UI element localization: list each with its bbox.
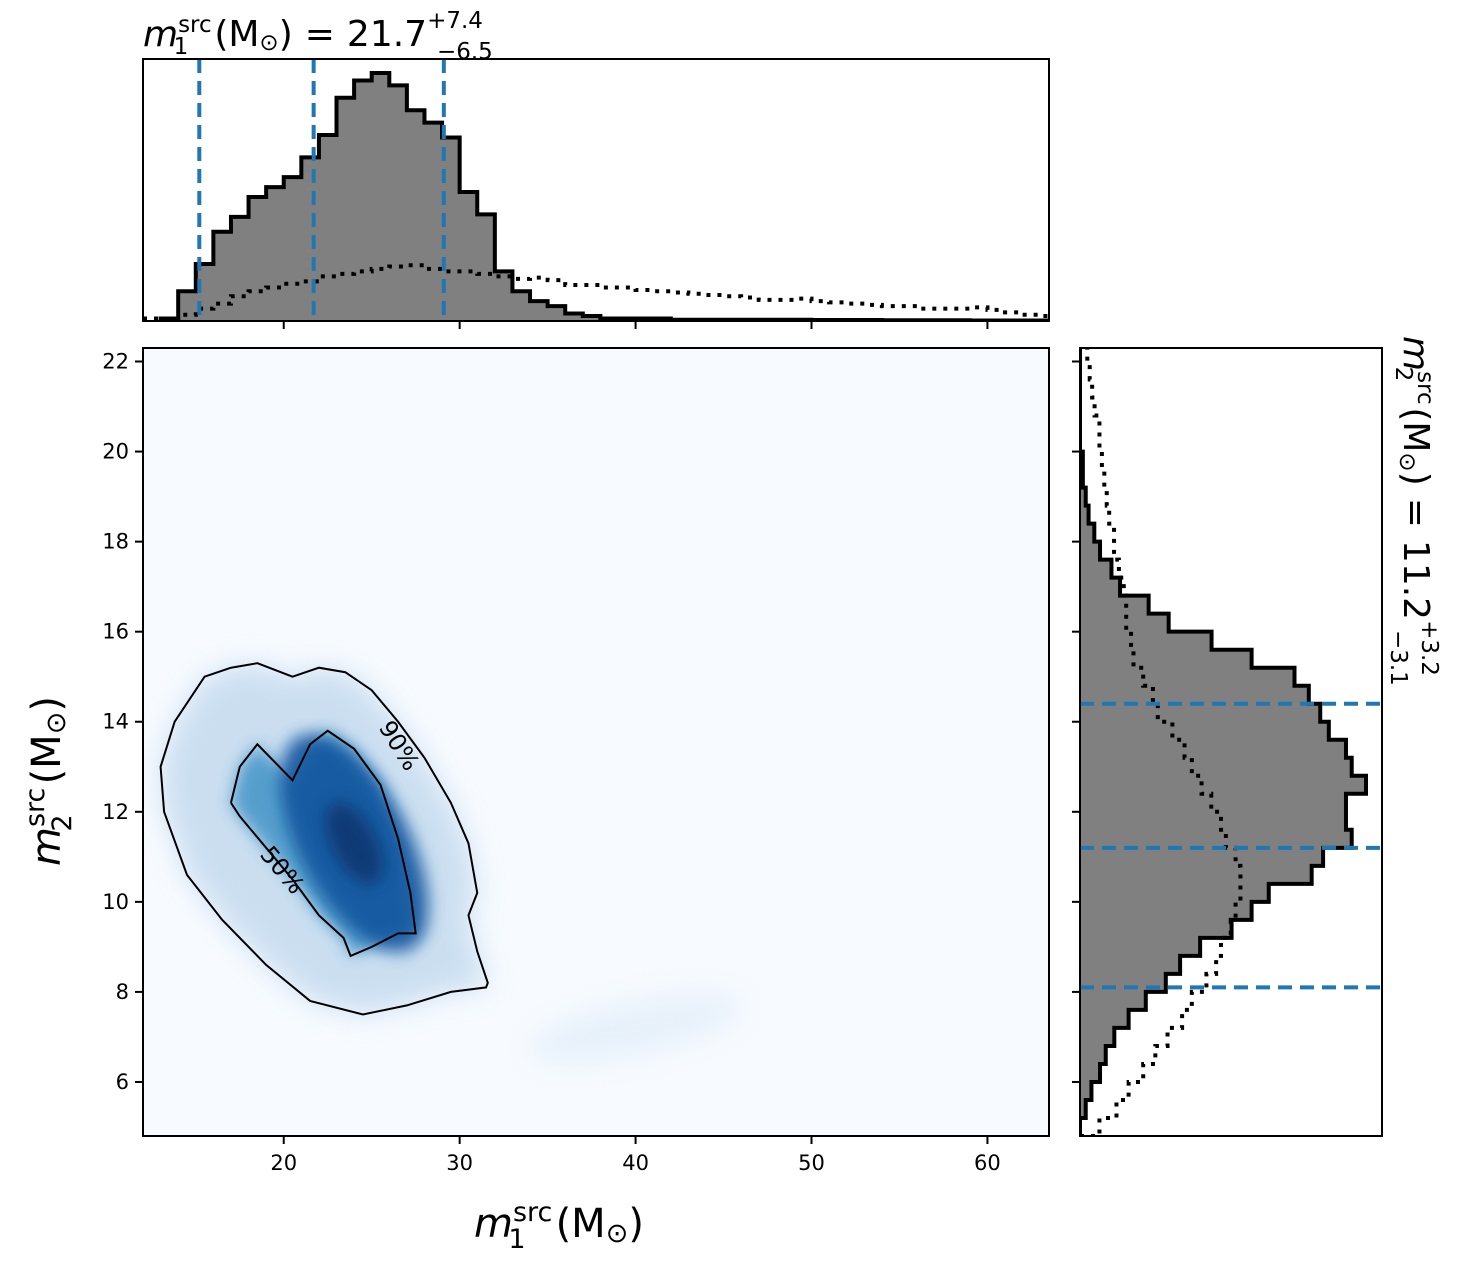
m2-title-subscript: 2: [1390, 367, 1416, 382]
joint-panel-frame: [142, 347, 1050, 1137]
y-tick-label: 6: [116, 1070, 129, 1094]
m1-title-equals: =: [305, 14, 335, 55]
m2-posterior-outline: [1080, 348, 1368, 1136]
m2-title-value: 11.2: [1395, 540, 1436, 620]
y-tick-label: 8: [116, 980, 129, 1004]
m2-title-unit: (M: [1395, 407, 1436, 452]
x-axis-label-subscript: 1: [508, 1224, 525, 1255]
x-tick-label: 20: [270, 1151, 297, 1175]
y-axis-label-superscript: src: [20, 788, 51, 827]
m2-title-unit-close: ): [1395, 472, 1436, 486]
m1-title-symbol: m: [143, 14, 178, 55]
m1-title-unit-close: ): [279, 14, 293, 55]
x-axis-label-superscript: src: [513, 1197, 552, 1228]
m1-marginal-panel: [142, 58, 1050, 329]
y-tick-label: 14: [102, 710, 129, 734]
y-axis-label-unit: (M: [24, 734, 70, 784]
contour-50: [229, 729, 417, 958]
m1-title: msrc 1 (M⊙) = 21.7+7.4 −6.5: [143, 8, 493, 65]
m1-title-value: 21.7: [347, 14, 427, 55]
density-peak-center: [325, 802, 383, 885]
m1-prior-outline: [143, 263, 1049, 321]
y-tick-label: 10: [102, 890, 129, 914]
m1-marginal-ticks: [282, 321, 989, 329]
contour-90: [159, 662, 489, 1016]
y-axis-ticks: 6 8 10 12 14 16 18 20 22: [102, 350, 143, 1094]
y-axis-label-unit-close: ): [24, 696, 70, 712]
m2-marginal-ticks: [1072, 360, 1080, 1083]
y-tick-label: 22: [102, 350, 129, 374]
m2-posterior-fill: [1080, 348, 1366, 1136]
y-tick-label: 16: [102, 620, 129, 644]
m2-marginal-frame: [1079, 347, 1383, 1137]
x-axis-label-symbol: m: [474, 1201, 513, 1247]
m2-title-group: msrc2 (M⊙) = 11.2+3.2−3.1: [1385, 336, 1442, 686]
m1-title-plus: +7.4: [427, 8, 483, 34]
m1-title-unit-symbol: ⊙: [259, 30, 278, 56]
x-axis-label-unit-close: ): [628, 1201, 644, 1247]
m2-title-equals: =: [1395, 498, 1436, 528]
x-axis-ticks: 20 30 40 50 60: [270, 1136, 1001, 1175]
x-axis-label-unit-symbol: ⊙: [606, 1218, 629, 1249]
contour-lines: [159, 662, 489, 1016]
m2-title: msrc2 (M⊙) = 11.2+3.2−3.1: [1385, 336, 1442, 686]
y-axis-label-symbol: m: [24, 827, 70, 866]
m2-title-symbol: m: [1395, 336, 1436, 371]
density-map: [160, 663, 744, 1064]
m2-title-superscript: src: [1412, 371, 1438, 405]
x-axis-label: msrc 1 (M⊙): [474, 1197, 644, 1255]
x-tick-label: 50: [798, 1151, 825, 1175]
x-tick-label: 40: [622, 1151, 649, 1175]
m2-title-unit-symbol: ⊙: [1394, 452, 1420, 471]
m2-marginal-panel: [1072, 347, 1383, 1137]
y-axis-label-group: msrc2 (M⊙): [20, 696, 78, 866]
m2-prior-outline: [1080, 348, 1243, 1136]
y-axis-label-subscript: 2: [47, 814, 78, 831]
y-axis-label: msrc2 (M⊙): [20, 696, 78, 866]
y-tick-label: 12: [102, 800, 129, 824]
x-tick-label: 30: [446, 1151, 473, 1175]
y-tick-label: 20: [102, 440, 129, 464]
m1-marginal-frame: [142, 58, 1050, 322]
density-tail: [527, 992, 744, 1064]
m2-title-minus: −3.1: [1385, 630, 1411, 686]
x-tick-label: 60: [974, 1151, 1001, 1175]
m1-title-subscript: 1: [174, 34, 189, 60]
m1-title-superscript: src: [178, 12, 212, 38]
m1-title-unit: (M: [214, 14, 259, 55]
m1-title-minus: −6.5: [437, 39, 493, 65]
m2-histogram: [1080, 348, 1382, 1136]
m1-posterior-fill: [160, 73, 1049, 321]
x-axis-label-unit: (M: [556, 1201, 606, 1247]
m2-title-plus: +3.2: [1416, 620, 1442, 676]
y-tick-label: 18: [102, 530, 129, 554]
y-axis-label-unit-symbol: ⊙: [41, 712, 72, 735]
